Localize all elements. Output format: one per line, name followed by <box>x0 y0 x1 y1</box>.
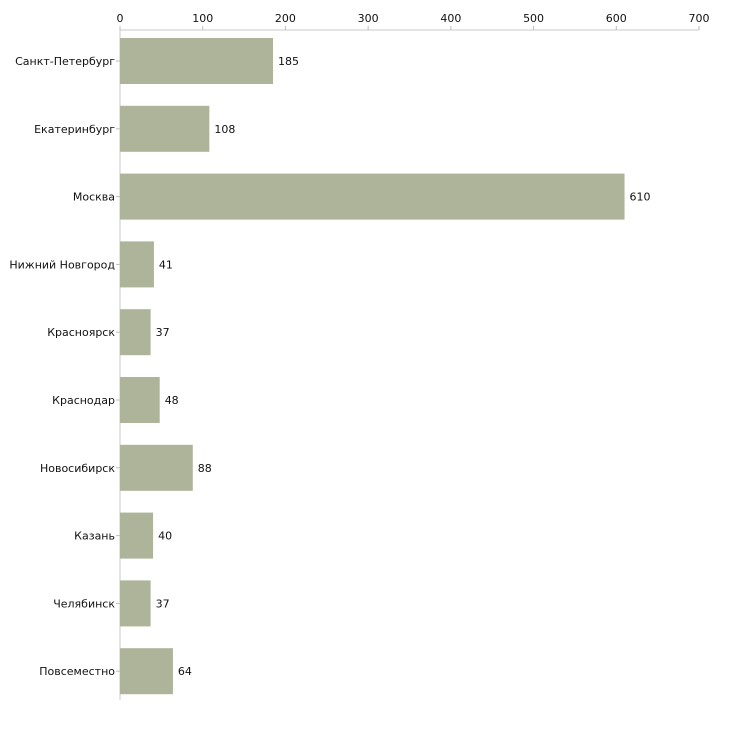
data-label: 108 <box>214 123 235 136</box>
bar <box>120 241 154 288</box>
bar <box>120 512 154 559</box>
bar <box>120 444 193 491</box>
labels: Санкт-Петербург 185 Екатеринбург 108 Москва 6… <box>9 55 650 678</box>
category-label: Челябинск <box>53 597 115 610</box>
x-tick-label: 100 <box>192 12 213 25</box>
data-label: 48 <box>165 394 179 407</box>
data-label: 41 <box>159 258 173 271</box>
bar <box>120 173 625 220</box>
category-label: Санкт-Петербург <box>15 55 115 68</box>
x-tick-label: 400 <box>440 12 461 25</box>
data-label: 64 <box>178 665 192 678</box>
bar <box>120 377 160 423</box>
x-tick-label: 600 <box>606 12 627 25</box>
category-label: Повсеместно <box>39 665 115 678</box>
data-label: 40 <box>158 530 172 543</box>
category-label: Новосибирск <box>40 462 115 475</box>
data-label: 37 <box>156 326 170 339</box>
bars <box>120 38 625 695</box>
bar <box>120 309 151 356</box>
category-label: Нижний Новгород <box>9 258 115 271</box>
data-label: 88 <box>198 462 212 475</box>
bar <box>120 580 151 627</box>
category-label: Красноярск <box>47 326 115 339</box>
category-label: Москва <box>73 191 115 204</box>
data-label: 185 <box>278 55 299 68</box>
bar <box>120 38 274 84</box>
x-tick-label: 0 <box>117 12 124 25</box>
category-label: Казань <box>74 530 115 543</box>
bar <box>120 648 173 695</box>
data-label: 37 <box>156 597 170 610</box>
x-tick-label: 700 <box>689 12 710 25</box>
data-label: 610 <box>630 191 651 204</box>
category-label: Краснодар <box>52 394 115 407</box>
x-tick-label: 300 <box>358 12 379 25</box>
x-tick-label: 200 <box>275 12 296 25</box>
x-tick-label: 500 <box>523 12 544 25</box>
bar <box>120 105 210 152</box>
category-label: Екатеринбург <box>34 123 115 136</box>
